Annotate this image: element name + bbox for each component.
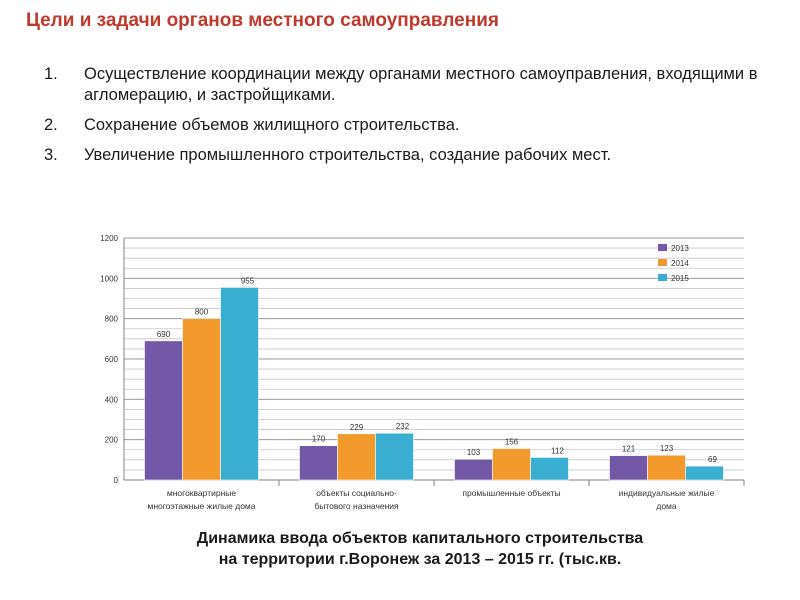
- bar-2013: [299, 445, 338, 481]
- y-tick-label: 800: [105, 315, 119, 324]
- data-label: 800: [195, 308, 209, 317]
- y-tick-label: 0: [114, 476, 119, 485]
- goal-item: 2. Сохранение объемов жилищного строител…: [44, 115, 784, 136]
- data-label: 103: [467, 448, 481, 457]
- data-label: 69: [708, 455, 717, 464]
- bar-2013: [454, 458, 493, 481]
- bar-2014: [182, 318, 221, 481]
- bar-2014: [492, 448, 531, 481]
- y-tick-label: 1200: [100, 234, 118, 243]
- data-label: 112: [551, 446, 564, 455]
- goal-item: 3. Увеличение промышленного строительства…: [44, 145, 784, 166]
- data-label: 121: [622, 445, 636, 454]
- bar-2013: [609, 455, 648, 481]
- data-label: 123: [660, 444, 674, 453]
- legend-label: 2014: [671, 259, 689, 268]
- data-label: 232: [396, 422, 410, 431]
- y-tick-label: 1000: [100, 274, 118, 283]
- bar-2014: [647, 454, 686, 481]
- legend-swatch-2015: [658, 274, 667, 281]
- goals-list: 1. Осуществление координации между органа…: [44, 64, 784, 175]
- goal-text: Осуществление координации между органами…: [84, 65, 758, 104]
- data-label: 156: [505, 438, 519, 447]
- y-tick-label: 400: [105, 395, 119, 404]
- bar-2014: [337, 433, 376, 481]
- caption-line-1: Динамика ввода объектов капитального стр…: [196, 530, 644, 547]
- category-label: многоэтажные жилые дома: [147, 501, 255, 511]
- legend-label: 2013: [671, 244, 689, 253]
- bar-2015: [530, 457, 569, 481]
- chart-caption: Динамика ввода объектов капитального стр…: [120, 528, 720, 570]
- legend-label: 2015: [671, 274, 689, 283]
- chart-canvas: 0 200 400 600 800 1000 1200 690 800 955 многокварт…: [100, 234, 745, 511]
- bar-2015: [220, 287, 259, 481]
- legend-swatch-2013: [658, 244, 667, 251]
- bar-2015: [685, 465, 724, 481]
- legend-swatch-2014: [658, 259, 667, 266]
- category-label: дома: [656, 501, 677, 511]
- goal-item: 1. Осуществление координации между органа…: [44, 64, 784, 106]
- category-label: индивидуальные жилые: [619, 488, 715, 498]
- goal-number: 1.: [44, 65, 58, 83]
- goal-text: Увеличение промышленного строительства, …: [84, 146, 612, 164]
- caption-line-2: на территории г.Воронеж за 2013 – 2015 г…: [218, 551, 622, 568]
- category-label: многоквартирные: [167, 488, 236, 498]
- y-tick-label: 200: [105, 436, 119, 445]
- slide-title: Цели и задачи органов местного самоуправ…: [26, 10, 499, 31]
- data-label: 170: [312, 435, 326, 444]
- category-label: объекты социально-: [316, 488, 397, 498]
- data-label: 955: [241, 276, 255, 285]
- goal-number: 2.: [44, 116, 58, 134]
- data-label: 690: [157, 330, 171, 339]
- bar-2015: [375, 432, 414, 481]
- category-label: промышленные объекты: [462, 488, 560, 498]
- category-label: бытового назначения: [314, 501, 399, 511]
- y-tick-label: 600: [105, 355, 119, 364]
- goal-number: 3.: [44, 146, 58, 164]
- goal-text: Сохранение объемов жилищного строительст…: [84, 116, 460, 134]
- construction-bar-chart: 0 200 400 600 800 1000 1200 690 800 955 многокварт…: [80, 226, 760, 526]
- bar-2013: [144, 340, 183, 481]
- data-label: 229: [350, 423, 364, 432]
